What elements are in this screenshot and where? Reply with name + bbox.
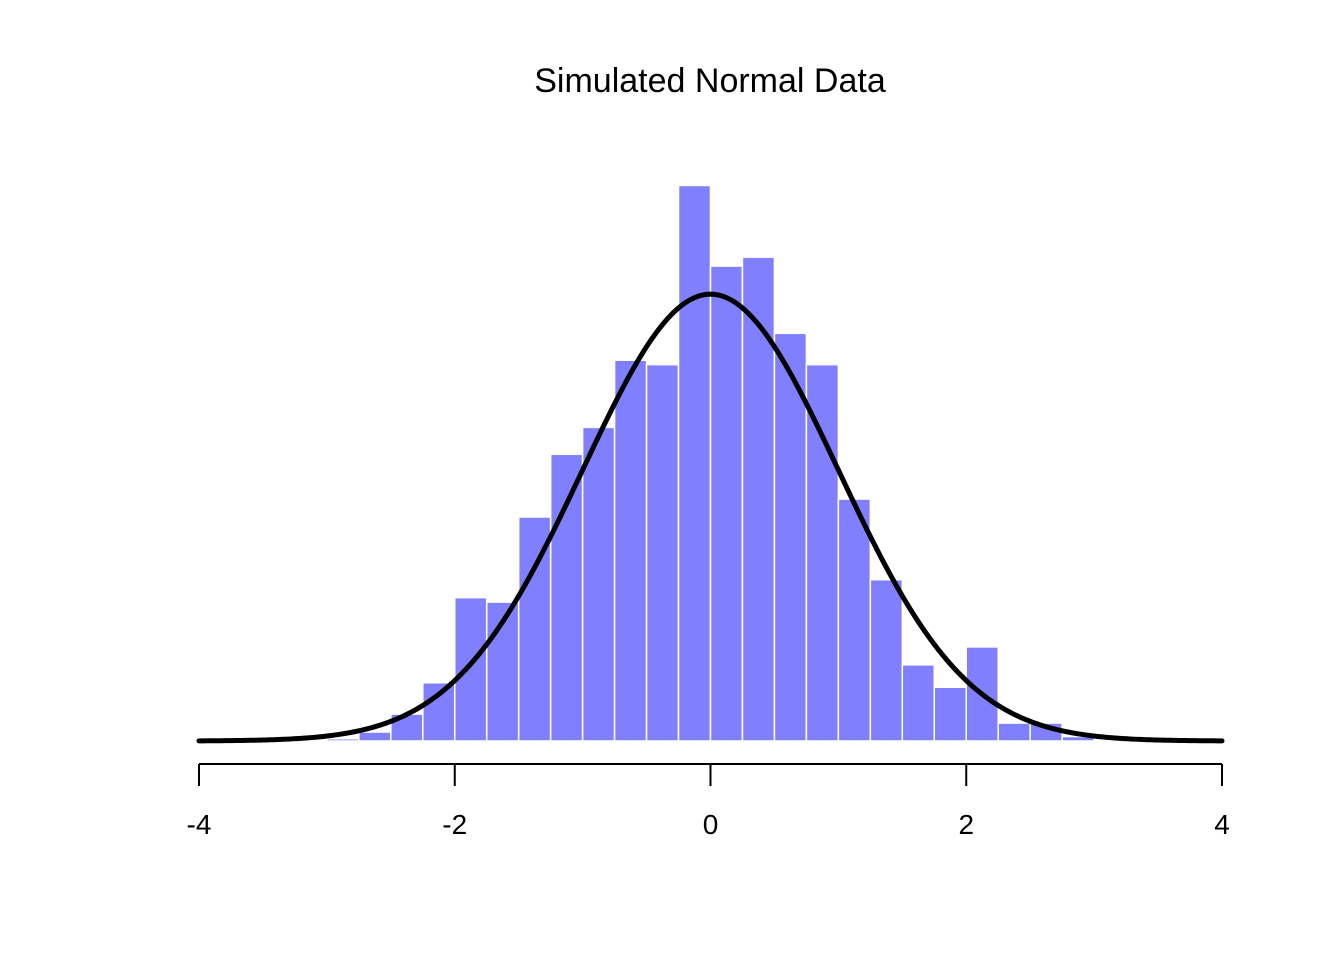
histogram-bar — [1061, 735, 1095, 742]
histogram-bar — [805, 363, 840, 742]
chart-title: Simulated Normal Data — [534, 62, 886, 100]
histogram-bar — [869, 578, 904, 742]
x-tick-label: 2 — [958, 809, 974, 840]
histogram-bar — [454, 596, 488, 742]
x-axis: -4 -2 0 2 4 — [187, 763, 1230, 840]
histogram-bar — [741, 256, 776, 742]
histogram-bar — [933, 686, 967, 742]
x-tick-label: 0 — [703, 809, 719, 840]
x-tick-label: -2 — [442, 809, 467, 840]
x-tick-label: -4 — [187, 809, 212, 840]
histogram-bar — [581, 426, 616, 742]
histogram-bar — [549, 453, 584, 742]
histogram-bars — [326, 184, 1095, 742]
x-tick-label: 4 — [1214, 809, 1230, 840]
histogram-bar — [901, 664, 936, 742]
histogram-bar — [837, 498, 872, 742]
density-curve — [196, 291, 1225, 744]
histogram-bar — [677, 184, 712, 742]
histogram-bar — [326, 738, 360, 742]
histogram-bar — [645, 363, 680, 742]
histogram-bar — [773, 332, 808, 742]
histogram-bar — [709, 265, 744, 742]
histogram-bar — [997, 722, 1031, 742]
histogram-bar — [613, 359, 648, 742]
histogram-bar — [358, 731, 392, 742]
